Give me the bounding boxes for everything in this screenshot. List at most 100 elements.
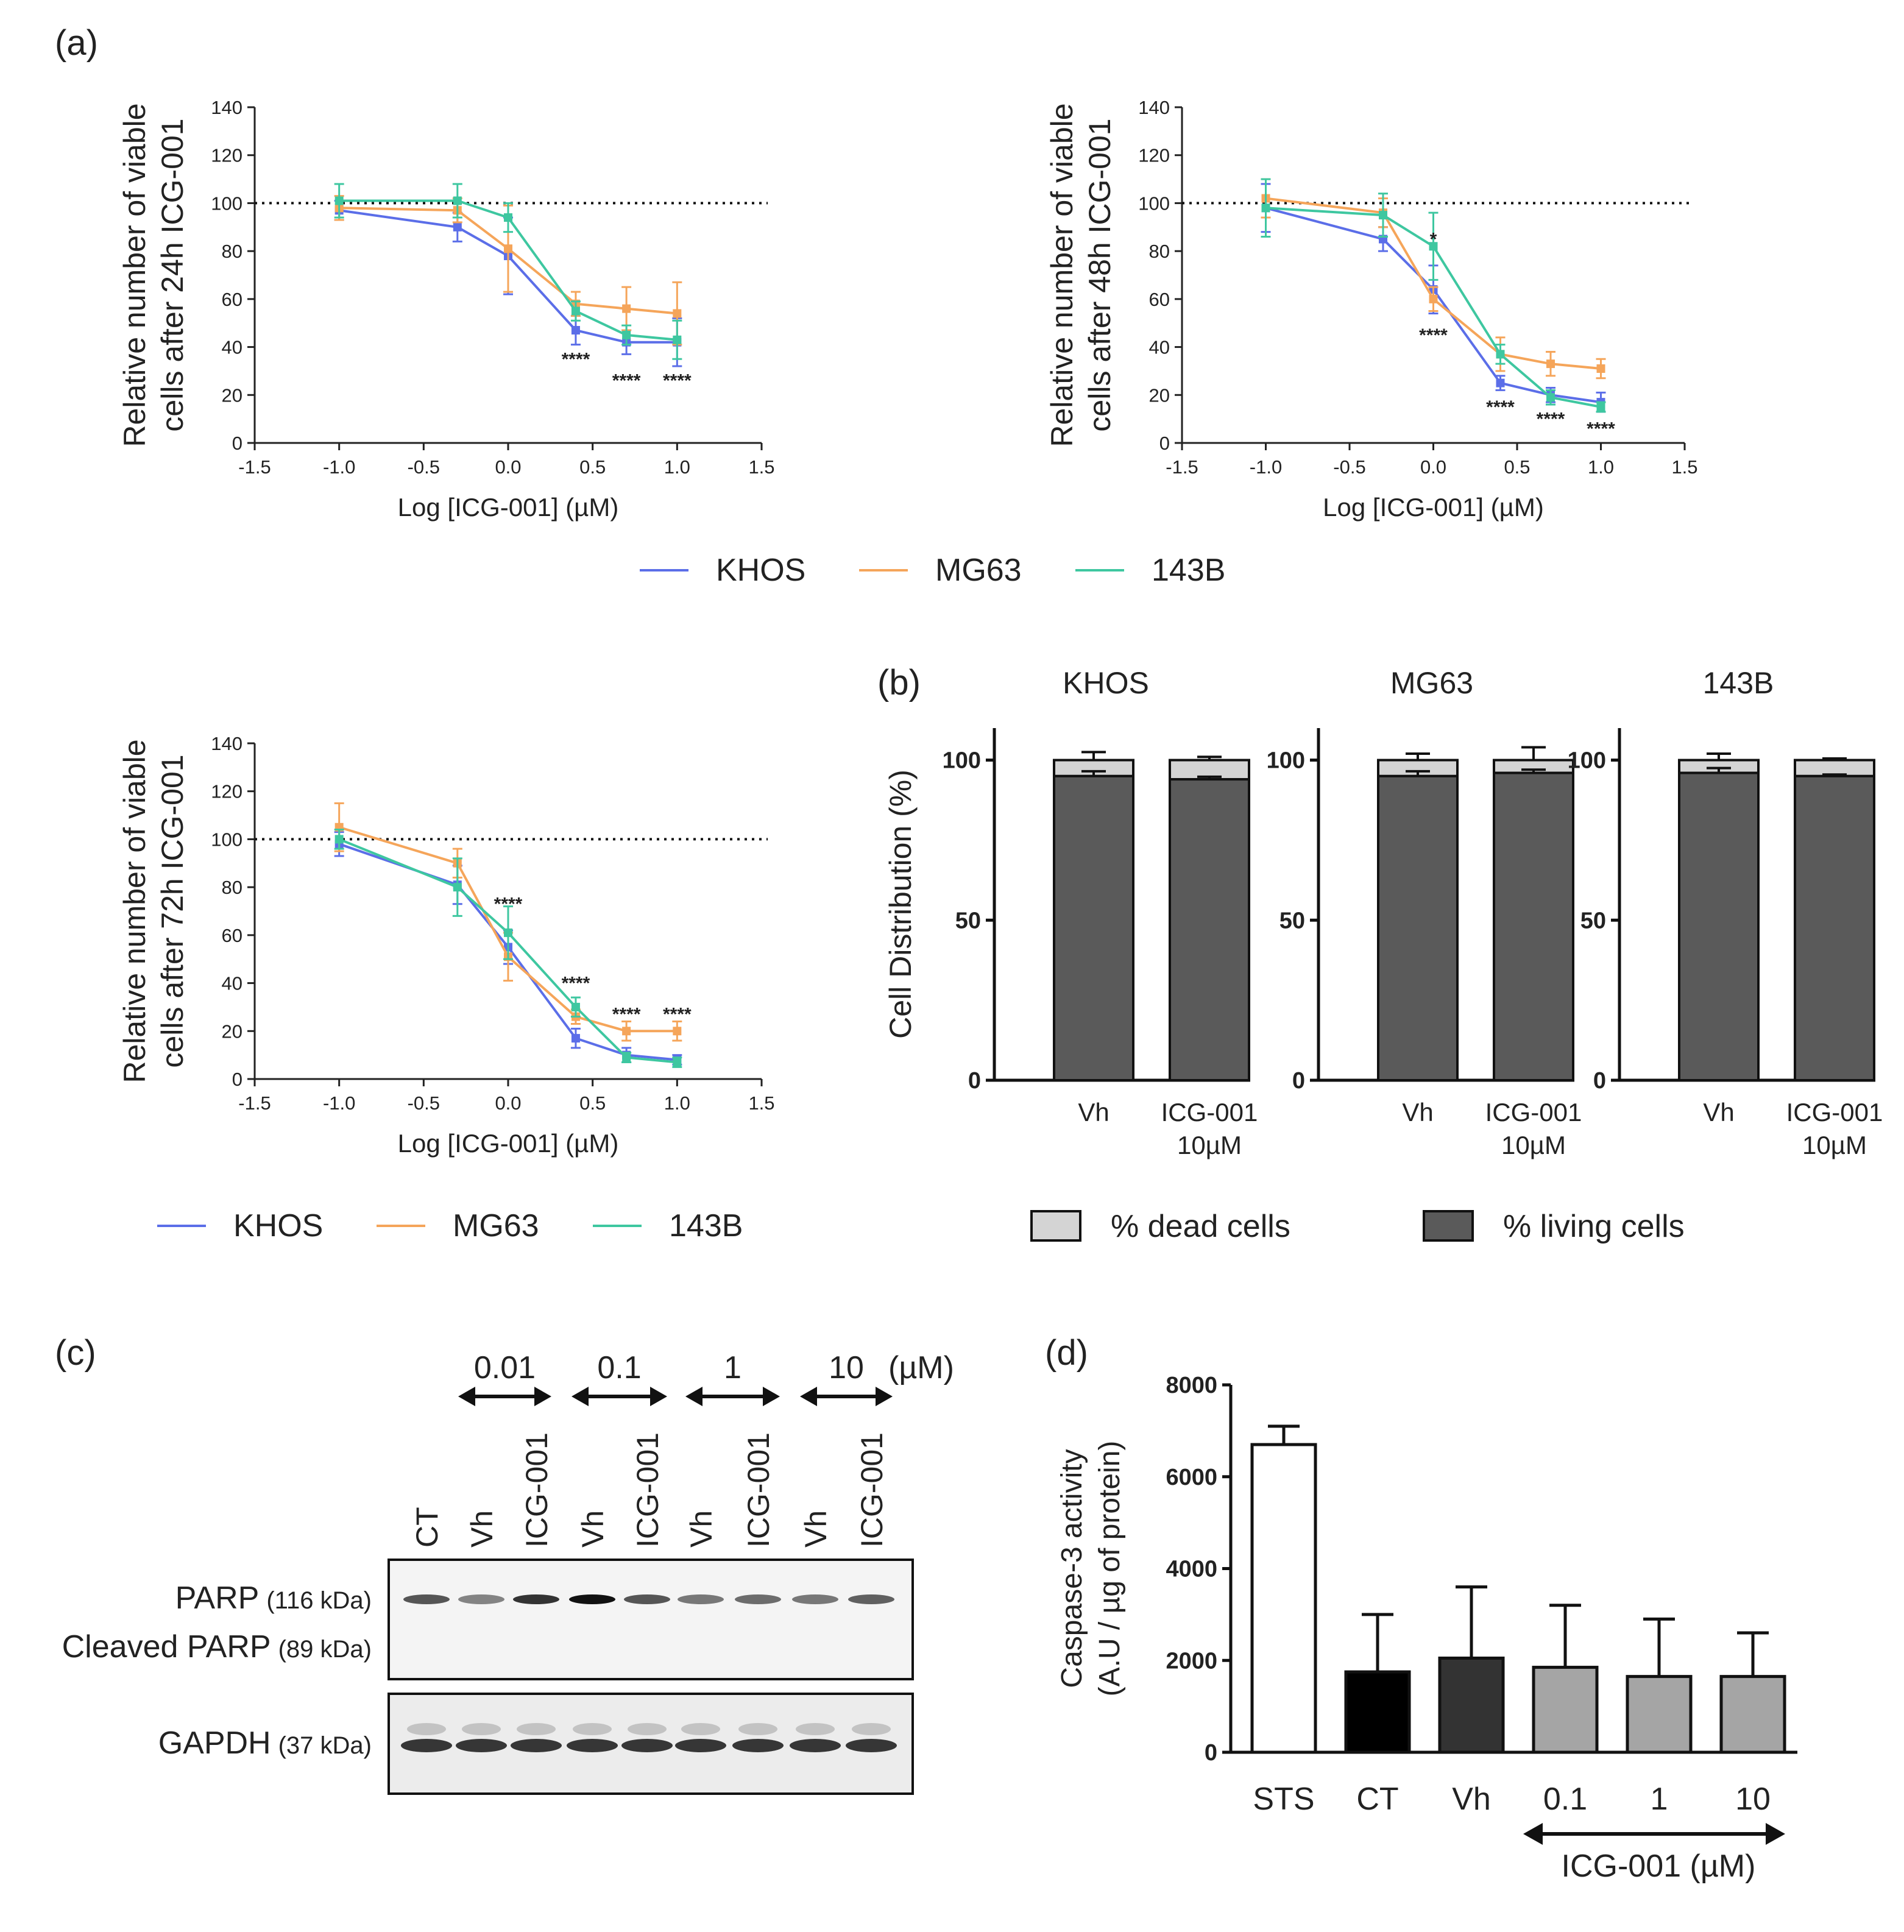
- data-point-KHOS: [571, 1034, 580, 1043]
- bar-living-cells: [1794, 774, 1875, 1082]
- y-tick-label: 0: [1205, 1740, 1217, 1766]
- legend-label-MG63: MG63: [935, 553, 1022, 588]
- series-line-143B: [339, 199, 678, 341]
- band-gapdh: [511, 1739, 562, 1752]
- lane-label: ICG-001: [855, 1432, 889, 1548]
- y-tick-label: 80: [222, 241, 242, 262]
- bar-living-cells: [1678, 771, 1760, 1081]
- data-point-MG63: [622, 304, 631, 313]
- x-tick-label: ICG-001: [1161, 1098, 1258, 1127]
- y-tick-label: 50: [1580, 908, 1606, 933]
- x-tick-label: 0.0: [1420, 456, 1446, 478]
- significance-annotation: ****: [1587, 419, 1615, 439]
- band-gapdh-smear: [681, 1723, 720, 1735]
- significance-annotation: ****: [663, 1005, 692, 1025]
- y-tick-label: 0: [232, 1069, 242, 1090]
- arrow-head-right: [763, 1387, 780, 1406]
- y-tick-label: 20: [222, 1021, 242, 1042]
- bar-living-cells: [1493, 771, 1574, 1081]
- y-tick-label: 100: [1267, 748, 1305, 774]
- series-line-MG63: [339, 826, 678, 1033]
- row-name: Cleaved PARP: [62, 1629, 271, 1665]
- y-tick-label: 100: [943, 748, 981, 774]
- chart-viability-24h: -1.5 -1.0 -0.5 0.0 0.5 1.0 1.5 0 20 40 60 80 100 120 1…: [118, 97, 775, 522]
- x-tick-label: 1.0: [664, 1092, 690, 1114]
- x-tick-label: 10µM: [1501, 1131, 1566, 1159]
- arrow-head-left: [800, 1387, 817, 1406]
- concentration-label: 10: [829, 1350, 864, 1385]
- y-axis-label: Relative number of viable cells after 24h…: [118, 103, 189, 447]
- x-tick-label: -1.0: [323, 1092, 355, 1114]
- x-tick-label: CT: [1356, 1782, 1398, 1817]
- significance-annotation: ****: [612, 1005, 641, 1025]
- significance-annotation: ****: [562, 974, 590, 994]
- x-tick-label: -0.5: [408, 1092, 440, 1114]
- band-parp: [403, 1594, 450, 1604]
- data-point-143B: [1379, 211, 1387, 220]
- x-tick-label: -1.5: [238, 456, 271, 478]
- x-tick-label: 0.1: [1543, 1782, 1587, 1817]
- significance-annotation: ****: [612, 371, 641, 391]
- x-tick-label: Vh: [1452, 1782, 1491, 1817]
- data-point-143B: [504, 213, 512, 222]
- y-tick-label: 100: [1138, 193, 1170, 214]
- data-point-KHOS: [571, 326, 580, 335]
- row-kda: (116 kDa): [266, 1587, 372, 1614]
- band-gapdh: [456, 1739, 507, 1752]
- data-point-143B: [571, 306, 580, 316]
- row-label-Cleaved PARP: Cleaved PARP (89 kDa): [62, 1629, 372, 1665]
- data-point-143B: [622, 1053, 631, 1062]
- band-gapdh-smear: [628, 1723, 667, 1735]
- arrow-head-right: [876, 1387, 893, 1406]
- x-tick-label: Vh: [1703, 1098, 1734, 1127]
- arrow-head-left: [458, 1387, 475, 1406]
- band-gapdh-smear: [796, 1723, 835, 1735]
- data-point-143B: [453, 883, 462, 892]
- x-axis-label: Log [ICG-001] (µM): [398, 1129, 619, 1158]
- data-point-MG63: [1546, 359, 1555, 369]
- y-axis-label-line: cells after 24h ICG-001: [155, 118, 189, 431]
- legend-label-MG63: MG63: [453, 1208, 539, 1244]
- x-tick-label: -0.5: [408, 456, 440, 478]
- lane-label: Vh: [465, 1510, 499, 1548]
- significance-annotation: ****: [494, 894, 523, 915]
- bar-10: [1719, 1675, 1786, 1754]
- x-tick-label: -1.5: [1166, 456, 1198, 478]
- y-axis-label: Caspase-3 activity (A.U / µg of protein): [1056, 1441, 1126, 1697]
- western-blot: 0.01 0.1 1 10 (µM) CT Vh ICG-001 Vh ICG-001 Vh ICG-…: [62, 1350, 954, 1795]
- panel-label-b: (b): [877, 663, 921, 702]
- bar-1: [1626, 1675, 1693, 1754]
- concentration-label: 0.01: [474, 1350, 536, 1385]
- y-tick-label: 0: [1292, 1068, 1305, 1094]
- y-axis-label-line: cells after 48h ICG-001: [1083, 118, 1117, 431]
- bar-STS: [1250, 1443, 1317, 1754]
- legend-label-KHOS: KHOS: [233, 1208, 323, 1244]
- x-tick-label: 1.5: [748, 1092, 774, 1114]
- y-axis-label: Relative number of viable cells after 48h…: [1045, 103, 1117, 447]
- bar-Vh: [1438, 1656, 1505, 1754]
- data-point-143B: [1429, 242, 1438, 251]
- band-parp: [792, 1594, 838, 1604]
- blot-parp-box: [388, 1559, 914, 1680]
- y-tick-label: 6000: [1166, 1465, 1217, 1490]
- data-point-143B: [1596, 402, 1605, 411]
- band-gapdh: [732, 1739, 784, 1752]
- arrow-head-right: [1766, 1823, 1785, 1845]
- y-tick-label: 40: [1149, 337, 1170, 358]
- legend-swatch-dead: [1030, 1210, 1081, 1242]
- data-point-143B: [1261, 203, 1270, 213]
- lane-label: Vh: [576, 1510, 610, 1548]
- band-parp: [458, 1594, 504, 1604]
- arrow-head-right: [534, 1387, 551, 1406]
- bar-CT: [1344, 1670, 1411, 1754]
- significance-annotation: ****: [1419, 325, 1448, 345]
- series-line-143B: [338, 838, 678, 1064]
- group-title-KHOS: KHOS: [1063, 666, 1149, 700]
- lane-label: ICG-001: [631, 1432, 665, 1548]
- y-axis-label-line: Caspase-3 activity: [1056, 1449, 1088, 1688]
- y-tick-label: 40: [222, 337, 242, 358]
- y-tick-label: 2000: [1166, 1648, 1217, 1674]
- x-tick-label: -1.5: [238, 1092, 271, 1114]
- x-axis-label: Log [ICG-001] (µM): [398, 493, 619, 522]
